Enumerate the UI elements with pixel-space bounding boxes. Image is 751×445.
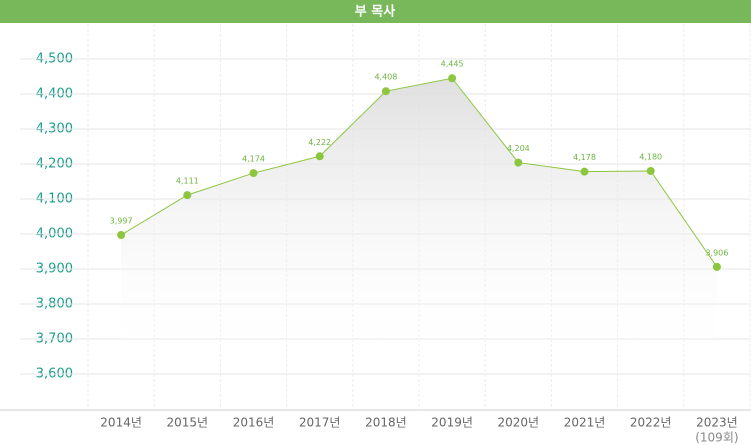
point bbox=[448, 74, 457, 83]
x-tick-label: 2021년 bbox=[564, 416, 606, 430]
data-label: 4,204 bbox=[507, 144, 530, 153]
point bbox=[249, 169, 258, 178]
x-tick-sublabel: (109회) bbox=[695, 431, 738, 445]
data-label: 4,222 bbox=[308, 138, 331, 147]
x-tick-label: 2014년 bbox=[100, 416, 142, 430]
data-label: 4,180 bbox=[639, 152, 662, 161]
point bbox=[183, 191, 192, 200]
data-label: 3,997 bbox=[110, 217, 133, 226]
chart-title: 부 목사 bbox=[355, 4, 395, 20]
x-tick-label: 2016년 bbox=[233, 416, 275, 430]
point bbox=[315, 152, 324, 161]
x-tick-label: 2020년 bbox=[498, 416, 540, 430]
point bbox=[646, 166, 655, 175]
x-tick-label: 2023년 bbox=[696, 416, 738, 430]
point bbox=[381, 87, 390, 96]
data-label: 4,111 bbox=[176, 177, 199, 186]
point bbox=[514, 158, 523, 167]
x-tick-label: 2015년 bbox=[167, 416, 209, 430]
data-label: 4,174 bbox=[242, 155, 265, 164]
area bbox=[121, 78, 717, 347]
x-tick-label: 2017년 bbox=[299, 416, 341, 430]
data-label: 3,906 bbox=[705, 248, 728, 257]
x-tick-label: 2022년 bbox=[630, 416, 672, 430]
header-bar bbox=[0, 0, 751, 23]
x-tick-label: 2018년 bbox=[365, 416, 407, 430]
point bbox=[117, 231, 126, 240]
data-label: 4,445 bbox=[441, 60, 464, 69]
point bbox=[580, 167, 589, 176]
data-label: 4,408 bbox=[374, 73, 397, 82]
data-label: 4,178 bbox=[573, 153, 596, 162]
line bbox=[120, 77, 718, 268]
x-tick-label: 2019년 bbox=[431, 416, 473, 430]
point bbox=[712, 262, 721, 271]
